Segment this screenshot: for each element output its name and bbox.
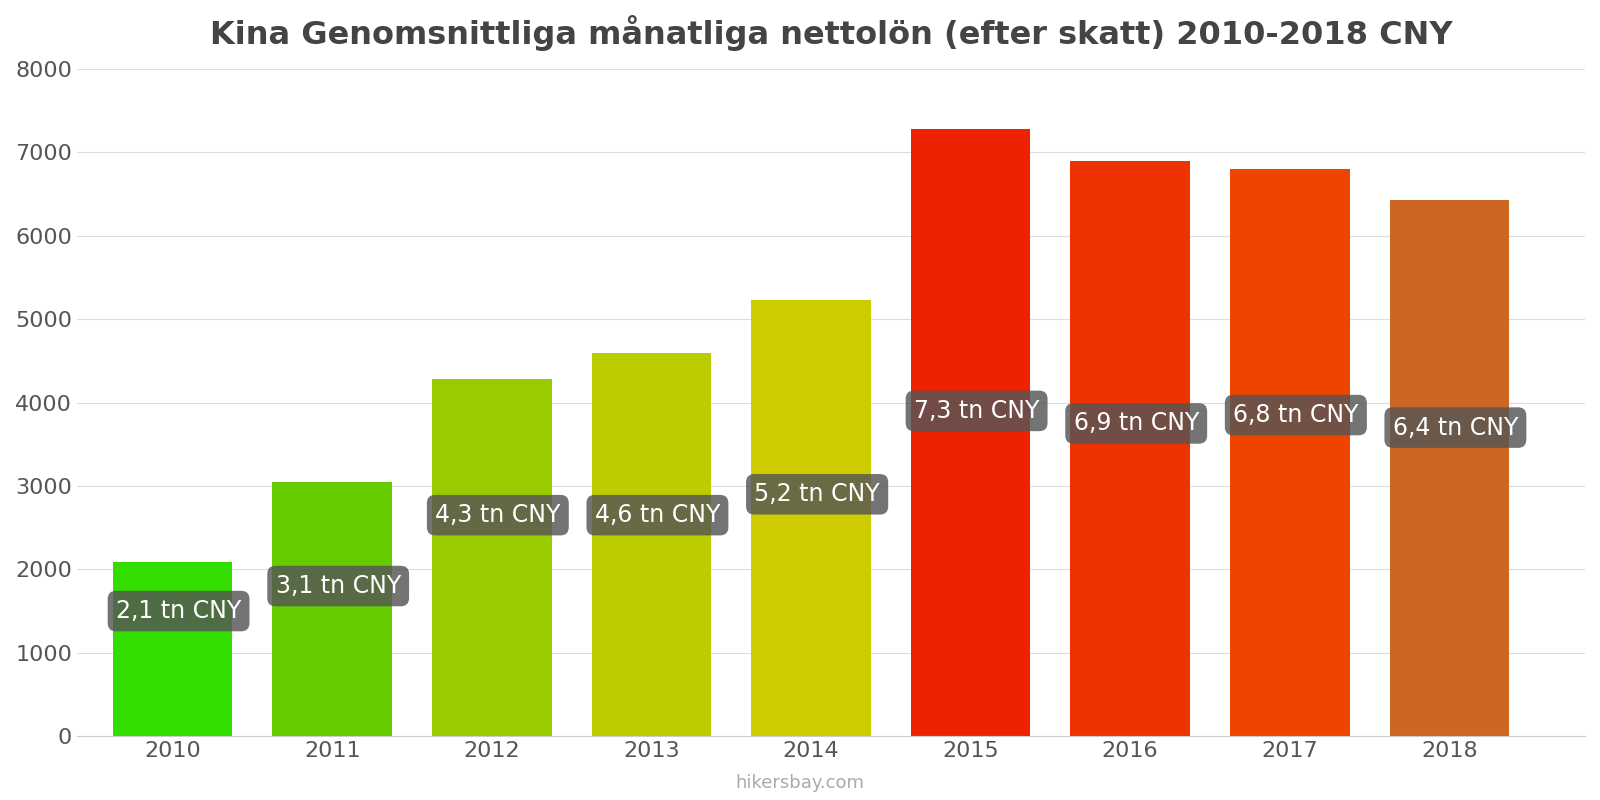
Text: 7,3 tn CNY: 7,3 tn CNY xyxy=(914,399,1040,423)
Text: 4,3 tn CNY: 4,3 tn CNY xyxy=(435,503,560,527)
Bar xyxy=(1070,161,1190,736)
Title: Kina Genomsnittliga månatliga nettolön (efter skatt) 2010-2018 CNY: Kina Genomsnittliga månatliga nettolön (… xyxy=(210,15,1453,51)
Text: 6,8 tn CNY: 6,8 tn CNY xyxy=(1234,403,1358,427)
Bar xyxy=(272,482,392,736)
Bar xyxy=(1230,169,1350,736)
Text: 6,4 tn CNY: 6,4 tn CNY xyxy=(1392,415,1518,439)
Bar xyxy=(910,129,1030,736)
Bar xyxy=(1389,200,1509,736)
Text: 4,6 tn CNY: 4,6 tn CNY xyxy=(595,503,720,527)
Text: 5,2 tn CNY: 5,2 tn CNY xyxy=(754,482,880,506)
Bar xyxy=(432,379,552,736)
Bar xyxy=(750,300,870,736)
Bar xyxy=(592,353,712,736)
Bar xyxy=(112,562,232,736)
Text: 2,1 tn CNY: 2,1 tn CNY xyxy=(115,599,242,623)
Text: 3,1 tn CNY: 3,1 tn CNY xyxy=(275,574,402,598)
Text: hikersbay.com: hikersbay.com xyxy=(736,774,864,792)
Text: 6,9 tn CNY: 6,9 tn CNY xyxy=(1074,411,1198,435)
